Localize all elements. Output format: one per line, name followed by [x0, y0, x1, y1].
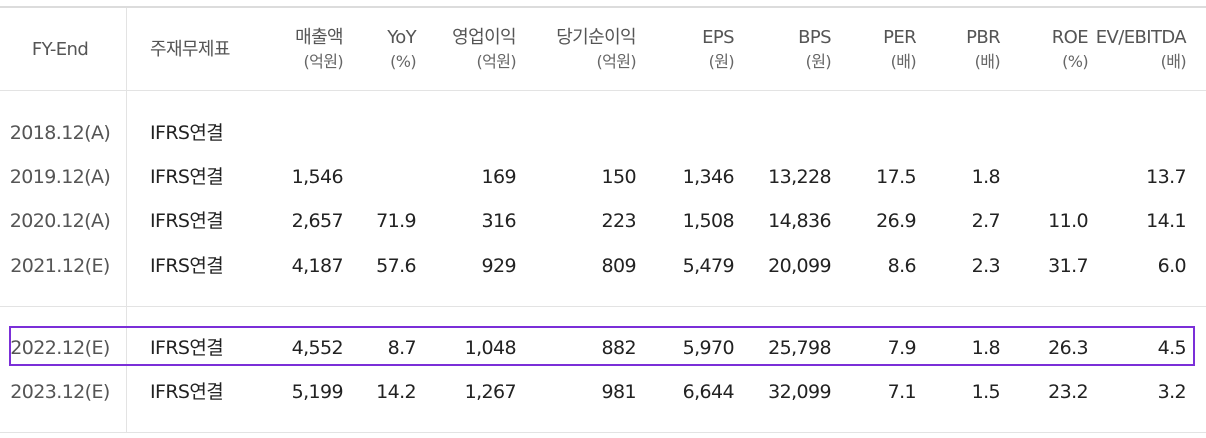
cell-net-income: 882 — [601, 337, 637, 359]
cell-yoy: 57.6 — [376, 255, 417, 277]
cell-roe: 11.0 — [1048, 210, 1089, 232]
column-divider — [126, 8, 127, 432]
cell-bps: 13,228 — [768, 166, 831, 188]
header-eps: EPS (원) — [702, 26, 734, 74]
header-unit: (배) — [974, 52, 1001, 71]
table-top-border — [0, 6, 1206, 8]
cell-per: 7.1 — [887, 381, 917, 403]
cell-roe: 26.3 — [1048, 337, 1089, 359]
header-unit: (배) — [890, 52, 917, 71]
cell-net-income: 981 — [601, 381, 637, 403]
cell-standard: IFRS연결 — [150, 381, 224, 403]
header-ev-ebitda: EV/EBITDA (배) — [1095, 26, 1187, 74]
cell-standard: IFRS연결 — [150, 337, 224, 359]
header-pbr: PBR (배) — [966, 26, 1001, 74]
cell-per: 17.5 — [876, 166, 917, 188]
cell-yoy: 71.9 — [376, 210, 417, 232]
group-divider — [0, 306, 1206, 307]
header-unit: (원) — [805, 52, 832, 71]
cell-revenue: 5,199 — [291, 381, 344, 403]
cell-net-income: 150 — [601, 166, 637, 188]
header-unit: (원) — [708, 52, 735, 71]
cell-revenue: 4,187 — [291, 255, 344, 277]
header-per: PER (배) — [883, 26, 917, 74]
cell-bps: 20,099 — [768, 255, 831, 277]
cell-ev-ebitda: 6.0 — [1157, 255, 1187, 277]
cell-revenue: 4,552 — [291, 337, 344, 359]
cell-ev-ebitda: 4.5 — [1157, 337, 1187, 359]
cell-eps: 1,508 — [682, 210, 735, 232]
cell-ev-ebitda: 3.2 — [1157, 381, 1187, 403]
header-yoy: YoY (%) — [387, 26, 416, 74]
cell-roe: 31.7 — [1048, 255, 1089, 277]
table-bottom-border — [0, 432, 1206, 433]
cell-pbr: 1.5 — [971, 381, 1001, 403]
cell-bps: 25,798 — [768, 337, 831, 359]
cell-net-income: 223 — [601, 210, 637, 232]
cell-net-income: 809 — [601, 255, 637, 277]
cell-operating-income: 1,048 — [464, 337, 517, 359]
cell-ev-ebitda: 13.7 — [1146, 166, 1187, 188]
cell-operating-income: 316 — [481, 210, 517, 232]
header-label: PBR — [966, 27, 1001, 48]
header-revenue: 매출액 (억원) — [295, 26, 343, 74]
header-unit: (억원) — [596, 52, 636, 71]
header-label: 영업이익 — [452, 27, 516, 48]
header-label: BPS — [798, 27, 831, 48]
header-roe: ROE (%) — [1051, 26, 1089, 74]
cell-standard: IFRS연결 — [150, 122, 224, 144]
header-divider — [0, 90, 1206, 91]
cell-standard: IFRS연결 — [150, 166, 224, 188]
cell-per: 8.6 — [887, 255, 917, 277]
cell-yoy: 8.7 — [387, 337, 417, 359]
cell-year: 2022.12(E) — [10, 337, 110, 359]
cell-year: 2021.12(E) — [10, 255, 110, 277]
cell-year: 2018.12(A) — [9, 122, 111, 144]
header-standard: 주재무제표 — [150, 39, 230, 60]
cell-standard: IFRS연결 — [150, 255, 224, 277]
cell-year: 2023.12(E) — [10, 381, 110, 403]
cell-yoy: 14.2 — [376, 381, 417, 403]
header-bps: BPS (원) — [798, 26, 831, 74]
header-label: EV/EBITDA — [1095, 27, 1187, 48]
cell-year: 2019.12(A) — [9, 166, 111, 188]
cell-operating-income: 929 — [481, 255, 517, 277]
header-operating-income: 영업이익 (억원) — [452, 26, 516, 74]
cell-year: 2020.12(A) — [9, 210, 111, 232]
header-label: YoY — [387, 27, 416, 48]
cell-operating-income: 1,267 — [464, 381, 517, 403]
cell-pbr: 1.8 — [971, 337, 1001, 359]
cell-standard: IFRS연결 — [150, 210, 224, 232]
cell-eps: 5,479 — [682, 255, 735, 277]
header-unit: (억원) — [476, 52, 516, 71]
cell-pbr: 1.8 — [971, 166, 1001, 188]
header-fy-end: FY-End — [31, 39, 89, 60]
header-label: EPS — [702, 27, 734, 48]
header-label: ROE — [1051, 27, 1089, 48]
cell-pbr: 2.3 — [971, 255, 1001, 277]
cell-bps: 32,099 — [768, 381, 831, 403]
header-unit: (%) — [390, 52, 416, 71]
header-label: 매출액 — [295, 27, 343, 48]
cell-per: 26.9 — [876, 210, 917, 232]
cell-eps: 5,970 — [682, 337, 735, 359]
header-label: PER — [883, 27, 917, 48]
cell-roe: 23.2 — [1048, 381, 1089, 403]
header-unit: (%) — [1062, 52, 1088, 71]
cell-per: 7.9 — [887, 337, 917, 359]
cell-bps: 14,836 — [768, 210, 831, 232]
cell-pbr: 2.7 — [971, 210, 1001, 232]
cell-eps: 1,346 — [682, 166, 735, 188]
cell-operating-income: 169 — [481, 166, 517, 188]
header-net-income: 당기순이익 (억원) — [556, 26, 636, 74]
cell-revenue: 1,546 — [291, 166, 344, 188]
cell-revenue: 2,657 — [291, 210, 344, 232]
header-unit: (배) — [1160, 52, 1187, 71]
cell-eps: 6,644 — [682, 381, 735, 403]
cell-ev-ebitda: 14.1 — [1146, 210, 1187, 232]
header-unit: (억원) — [303, 52, 343, 71]
header-label: 당기순이익 — [556, 27, 636, 48]
